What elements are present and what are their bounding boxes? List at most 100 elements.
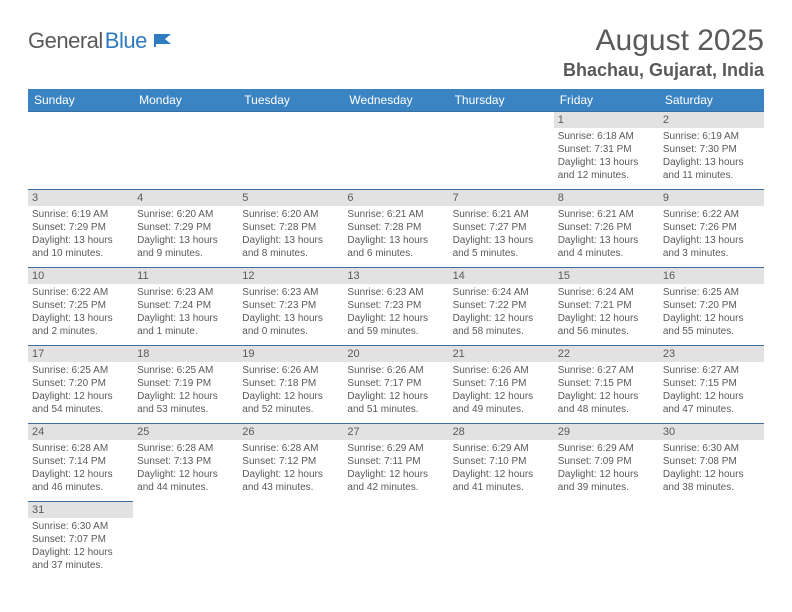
sunrise-text: Sunrise: 6:21 AM — [347, 208, 444, 221]
calendar-empty-cell — [238, 502, 343, 580]
day-number: 20 — [343, 346, 448, 362]
daylight-text: Daylight: 12 hours and 55 minutes. — [663, 312, 760, 338]
day-header: Monday — [133, 89, 238, 112]
day-details: Sunrise: 6:25 AMSunset: 7:19 PMDaylight:… — [133, 362, 238, 418]
sunset-text: Sunset: 7:12 PM — [242, 455, 339, 468]
sunrise-text: Sunrise: 6:29 AM — [558, 442, 655, 455]
sunset-text: Sunset: 7:28 PM — [347, 221, 444, 234]
daylight-text: Daylight: 13 hours and 2 minutes. — [32, 312, 129, 338]
daylight-text: Daylight: 12 hours and 38 minutes. — [663, 468, 760, 494]
day-details: Sunrise: 6:19 AMSunset: 7:29 PMDaylight:… — [28, 206, 133, 262]
sunset-text: Sunset: 7:15 PM — [558, 377, 655, 390]
daylight-text: Daylight: 12 hours and 41 minutes. — [453, 468, 550, 494]
day-number: 23 — [659, 346, 764, 362]
calendar-day-cell: 12Sunrise: 6:23 AMSunset: 7:23 PMDayligh… — [238, 268, 343, 346]
sunset-text: Sunset: 7:18 PM — [242, 377, 339, 390]
day-header: Friday — [554, 89, 659, 112]
sunset-text: Sunset: 7:29 PM — [137, 221, 234, 234]
day-number: 14 — [449, 268, 554, 284]
calendar-day-cell: 22Sunrise: 6:27 AMSunset: 7:15 PMDayligh… — [554, 346, 659, 424]
day-header: Thursday — [449, 89, 554, 112]
day-number: 21 — [449, 346, 554, 362]
day-number: 3 — [28, 190, 133, 206]
daylight-text: Daylight: 12 hours and 46 minutes. — [32, 468, 129, 494]
day-number: 18 — [133, 346, 238, 362]
calendar-day-cell: 3Sunrise: 6:19 AMSunset: 7:29 PMDaylight… — [28, 190, 133, 268]
day-header-row: SundayMondayTuesdayWednesdayThursdayFrid… — [28, 89, 764, 112]
daylight-text: Daylight: 12 hours and 58 minutes. — [453, 312, 550, 338]
daylight-text: Daylight: 12 hours and 49 minutes. — [453, 390, 550, 416]
logo-text-general: General — [28, 28, 103, 54]
calendar-day-cell: 21Sunrise: 6:26 AMSunset: 7:16 PMDayligh… — [449, 346, 554, 424]
calendar-day-cell: 29Sunrise: 6:29 AMSunset: 7:09 PMDayligh… — [554, 424, 659, 502]
calendar-day-cell: 2Sunrise: 6:19 AMSunset: 7:30 PMDaylight… — [659, 112, 764, 190]
daylight-text: Daylight: 13 hours and 11 minutes. — [663, 156, 760, 182]
calendar-day-cell: 23Sunrise: 6:27 AMSunset: 7:15 PMDayligh… — [659, 346, 764, 424]
calendar-empty-cell — [659, 502, 764, 580]
sunset-text: Sunset: 7:23 PM — [242, 299, 339, 312]
calendar-empty-cell — [133, 112, 238, 190]
sunset-text: Sunset: 7:25 PM — [32, 299, 129, 312]
calendar-day-cell: 24Sunrise: 6:28 AMSunset: 7:14 PMDayligh… — [28, 424, 133, 502]
sunrise-text: Sunrise: 6:30 AM — [32, 520, 129, 533]
sunset-text: Sunset: 7:26 PM — [663, 221, 760, 234]
day-details: Sunrise: 6:19 AMSunset: 7:30 PMDaylight:… — [659, 128, 764, 184]
sunset-text: Sunset: 7:16 PM — [453, 377, 550, 390]
calendar-week-row: 31Sunrise: 6:30 AMSunset: 7:07 PMDayligh… — [28, 502, 764, 580]
calendar-empty-cell — [28, 112, 133, 190]
sunrise-text: Sunrise: 6:28 AM — [32, 442, 129, 455]
sunset-text: Sunset: 7:08 PM — [663, 455, 760, 468]
daylight-text: Daylight: 12 hours and 42 minutes. — [347, 468, 444, 494]
calendar-day-cell: 11Sunrise: 6:23 AMSunset: 7:24 PMDayligh… — [133, 268, 238, 346]
daylight-text: Daylight: 13 hours and 5 minutes. — [453, 234, 550, 260]
calendar-empty-cell — [343, 502, 448, 580]
calendar-day-cell: 16Sunrise: 6:25 AMSunset: 7:20 PMDayligh… — [659, 268, 764, 346]
day-number: 11 — [133, 268, 238, 284]
day-number: 12 — [238, 268, 343, 284]
header: General Blue August 2025 Bhachau, Gujara… — [28, 24, 764, 81]
day-number: 5 — [238, 190, 343, 206]
sunset-text: Sunset: 7:15 PM — [663, 377, 760, 390]
day-details: Sunrise: 6:23 AMSunset: 7:23 PMDaylight:… — [238, 284, 343, 340]
day-details: Sunrise: 6:18 AMSunset: 7:31 PMDaylight:… — [554, 128, 659, 184]
sunrise-text: Sunrise: 6:27 AM — [558, 364, 655, 377]
day-details: Sunrise: 6:28 AMSunset: 7:14 PMDaylight:… — [28, 440, 133, 496]
daylight-text: Daylight: 13 hours and 8 minutes. — [242, 234, 339, 260]
day-header: Wednesday — [343, 89, 448, 112]
sunset-text: Sunset: 7:21 PM — [558, 299, 655, 312]
calendar-week-row: 24Sunrise: 6:28 AMSunset: 7:14 PMDayligh… — [28, 424, 764, 502]
calendar-day-cell: 10Sunrise: 6:22 AMSunset: 7:25 PMDayligh… — [28, 268, 133, 346]
day-details: Sunrise: 6:27 AMSunset: 7:15 PMDaylight:… — [659, 362, 764, 418]
day-details: Sunrise: 6:26 AMSunset: 7:17 PMDaylight:… — [343, 362, 448, 418]
day-header: Sunday — [28, 89, 133, 112]
calendar-empty-cell — [449, 112, 554, 190]
day-number: 8 — [554, 190, 659, 206]
daylight-text: Daylight: 12 hours and 47 minutes. — [663, 390, 760, 416]
daylight-text: Daylight: 12 hours and 37 minutes. — [32, 546, 129, 572]
calendar-day-cell: 15Sunrise: 6:24 AMSunset: 7:21 PMDayligh… — [554, 268, 659, 346]
sunset-text: Sunset: 7:23 PM — [347, 299, 444, 312]
day-details: Sunrise: 6:22 AMSunset: 7:26 PMDaylight:… — [659, 206, 764, 262]
sunrise-text: Sunrise: 6:24 AM — [453, 286, 550, 299]
sunrise-text: Sunrise: 6:21 AM — [453, 208, 550, 221]
day-details: Sunrise: 6:22 AMSunset: 7:25 PMDaylight:… — [28, 284, 133, 340]
calendar-week-row: 1Sunrise: 6:18 AMSunset: 7:31 PMDaylight… — [28, 112, 764, 190]
daylight-text: Daylight: 12 hours and 39 minutes. — [558, 468, 655, 494]
daylight-text: Daylight: 13 hours and 0 minutes. — [242, 312, 339, 338]
calendar-day-cell: 1Sunrise: 6:18 AMSunset: 7:31 PMDaylight… — [554, 112, 659, 190]
day-details: Sunrise: 6:30 AMSunset: 7:08 PMDaylight:… — [659, 440, 764, 496]
logo-text-blue: Blue — [105, 28, 147, 54]
daylight-text: Daylight: 13 hours and 9 minutes. — [137, 234, 234, 260]
calendar-empty-cell — [449, 502, 554, 580]
day-number: 24 — [28, 424, 133, 440]
day-header: Saturday — [659, 89, 764, 112]
calendar-day-cell: 4Sunrise: 6:20 AMSunset: 7:29 PMDaylight… — [133, 190, 238, 268]
calendar-day-cell: 28Sunrise: 6:29 AMSunset: 7:10 PMDayligh… — [449, 424, 554, 502]
sunrise-text: Sunrise: 6:27 AM — [663, 364, 760, 377]
calendar-week-row: 3Sunrise: 6:19 AMSunset: 7:29 PMDaylight… — [28, 190, 764, 268]
daylight-text: Daylight: 12 hours and 43 minutes. — [242, 468, 339, 494]
calendar-day-cell: 6Sunrise: 6:21 AMSunset: 7:28 PMDaylight… — [343, 190, 448, 268]
sunset-text: Sunset: 7:28 PM — [242, 221, 339, 234]
day-number: 31 — [28, 502, 133, 518]
sunset-text: Sunset: 7:26 PM — [558, 221, 655, 234]
